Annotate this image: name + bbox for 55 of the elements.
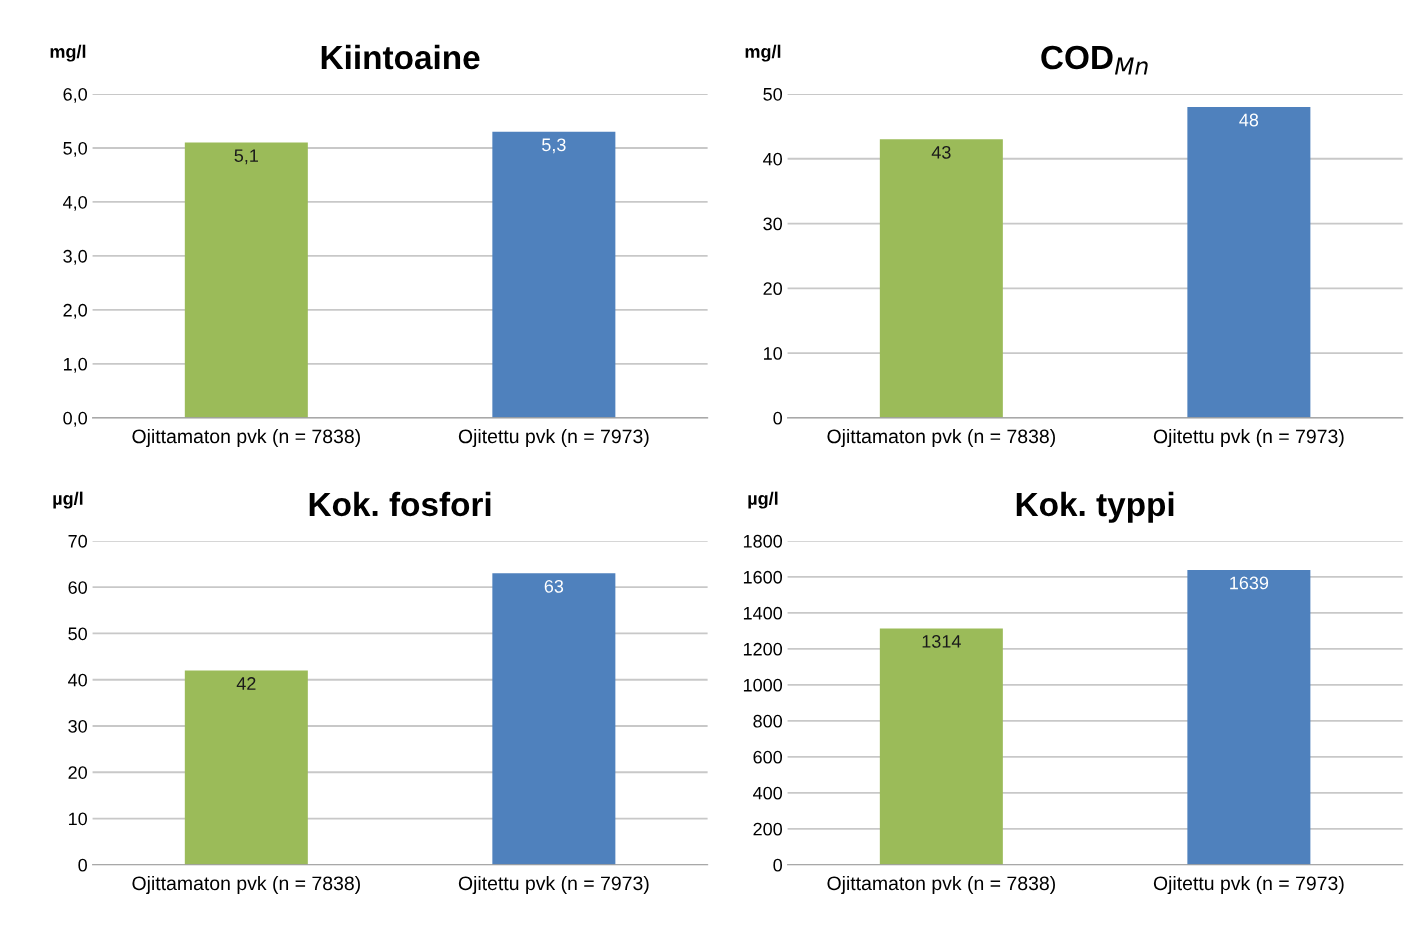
- y-tick-label: 0: [773, 858, 783, 872]
- y-tick-label: 400: [753, 786, 783, 800]
- y-tick-label: 40: [763, 152, 783, 166]
- y-tick-label: 5,0: [63, 141, 87, 157]
- y-tick-label: 0,0: [63, 411, 87, 427]
- x-tick-label: Ojittamaton pvk (n = 7838): [827, 428, 1055, 448]
- y-tick-label: 30: [763, 217, 783, 231]
- chart-title: Kiintoaine: [321, 44, 480, 70]
- y-tick-label: 4,0: [63, 195, 87, 211]
- x-tick-label: Ojitettu pvk (n = 7973): [1153, 875, 1344, 895]
- x-tick-label: Ojittamaton pvk (n = 7838): [132, 428, 360, 448]
- y-tick-label: 10: [68, 812, 87, 826]
- data-label: 63: [544, 579, 564, 593]
- data-label: 1314: [922, 635, 961, 648]
- y-tick-label: 50: [763, 87, 783, 101]
- y-tick-label: 50: [68, 627, 87, 641]
- data-label: 48: [1239, 113, 1259, 127]
- y-tick-label: 10: [764, 347, 783, 360]
- y-tick-label: 6,0: [63, 87, 87, 103]
- data-label: 43: [931, 145, 951, 159]
- y-tick-label: 600: [753, 750, 783, 764]
- y-axis-title: µg/l: [53, 491, 83, 509]
- chart-title: Kok. fosfori: [309, 491, 491, 517]
- data-label: 5,3: [542, 138, 566, 154]
- y-tick-label: 0: [78, 858, 87, 872]
- y-tick-label: 60: [68, 581, 87, 594]
- y-tick-label: 1800: [743, 534, 783, 548]
- y-tick-label: 40: [68, 673, 87, 687]
- y-tick-label: 20: [763, 282, 783, 296]
- x-tick-label: Ojitettu pvk (n = 7973): [1153, 428, 1344, 448]
- x-tick-label: Ojitettu pvk (n = 7973): [458, 875, 649, 895]
- y-axis-title: µg/l: [748, 491, 778, 509]
- y-tick-label: 1,0: [63, 357, 87, 373]
- chart-title: COD$_{Mn}$: [1041, 45, 1148, 75]
- y-tick-label: 30: [68, 719, 87, 733]
- data-label: 42: [236, 677, 256, 690]
- y-tick-label: 20: [68, 766, 87, 779]
- y-tick-label: 1600: [743, 570, 783, 584]
- y-tick-label: 1000: [743, 678, 783, 692]
- y-tick-label: 1200: [743, 642, 783, 656]
- y-tick-label: 3,0: [63, 249, 87, 265]
- x-tick-label: Ojittamaton pvk (n = 7838): [827, 875, 1055, 895]
- data-label: 5,1: [234, 149, 258, 165]
- x-tick-label: Ojitettu pvk (n = 7973): [458, 428, 649, 448]
- y-tick-label: 1400: [743, 606, 783, 620]
- y-tick-label: 2,0: [63, 303, 87, 319]
- y-axis-title: mg/l: [745, 44, 781, 62]
- x-tick-label: Ojittamaton pvk (n = 7838): [132, 875, 360, 895]
- y-tick-label: 800: [753, 714, 783, 728]
- data-label: 1639: [1230, 576, 1269, 590]
- y-tick-label: 200: [753, 822, 783, 836]
- chart-title: Kok. typpi: [1016, 491, 1174, 523]
- y-axis-title: mg/l: [50, 44, 86, 62]
- y-tick-label: 0: [773, 411, 783, 425]
- y-tick-label: 70: [68, 534, 87, 548]
